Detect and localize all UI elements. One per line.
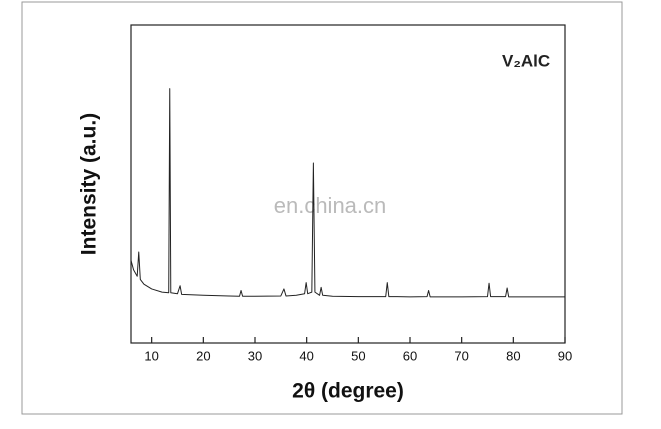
- x-tick-label: 40: [299, 348, 313, 363]
- x-tick-label: 30: [248, 348, 262, 363]
- watermark: en.china.cn: [274, 193, 387, 218]
- x-tick-label: 10: [144, 348, 158, 363]
- x-tick-label: 80: [506, 348, 520, 363]
- outer-frame: [21, 1, 623, 415]
- xrd-line: [130, 88, 565, 298]
- x-tick-label: 70: [454, 348, 468, 363]
- x-tick-label: 50: [351, 348, 365, 363]
- y-axis-label: Intensity (a.u.): [78, 113, 101, 255]
- x-axis-label: 2θ (degree): [292, 380, 404, 403]
- plot-frame: [130, 24, 566, 344]
- x-tick-label: 90: [558, 348, 572, 363]
- x-tick-label: 60: [403, 348, 417, 363]
- x-tick-label: 20: [196, 348, 210, 363]
- annotation: V₂AlC: [502, 51, 550, 70]
